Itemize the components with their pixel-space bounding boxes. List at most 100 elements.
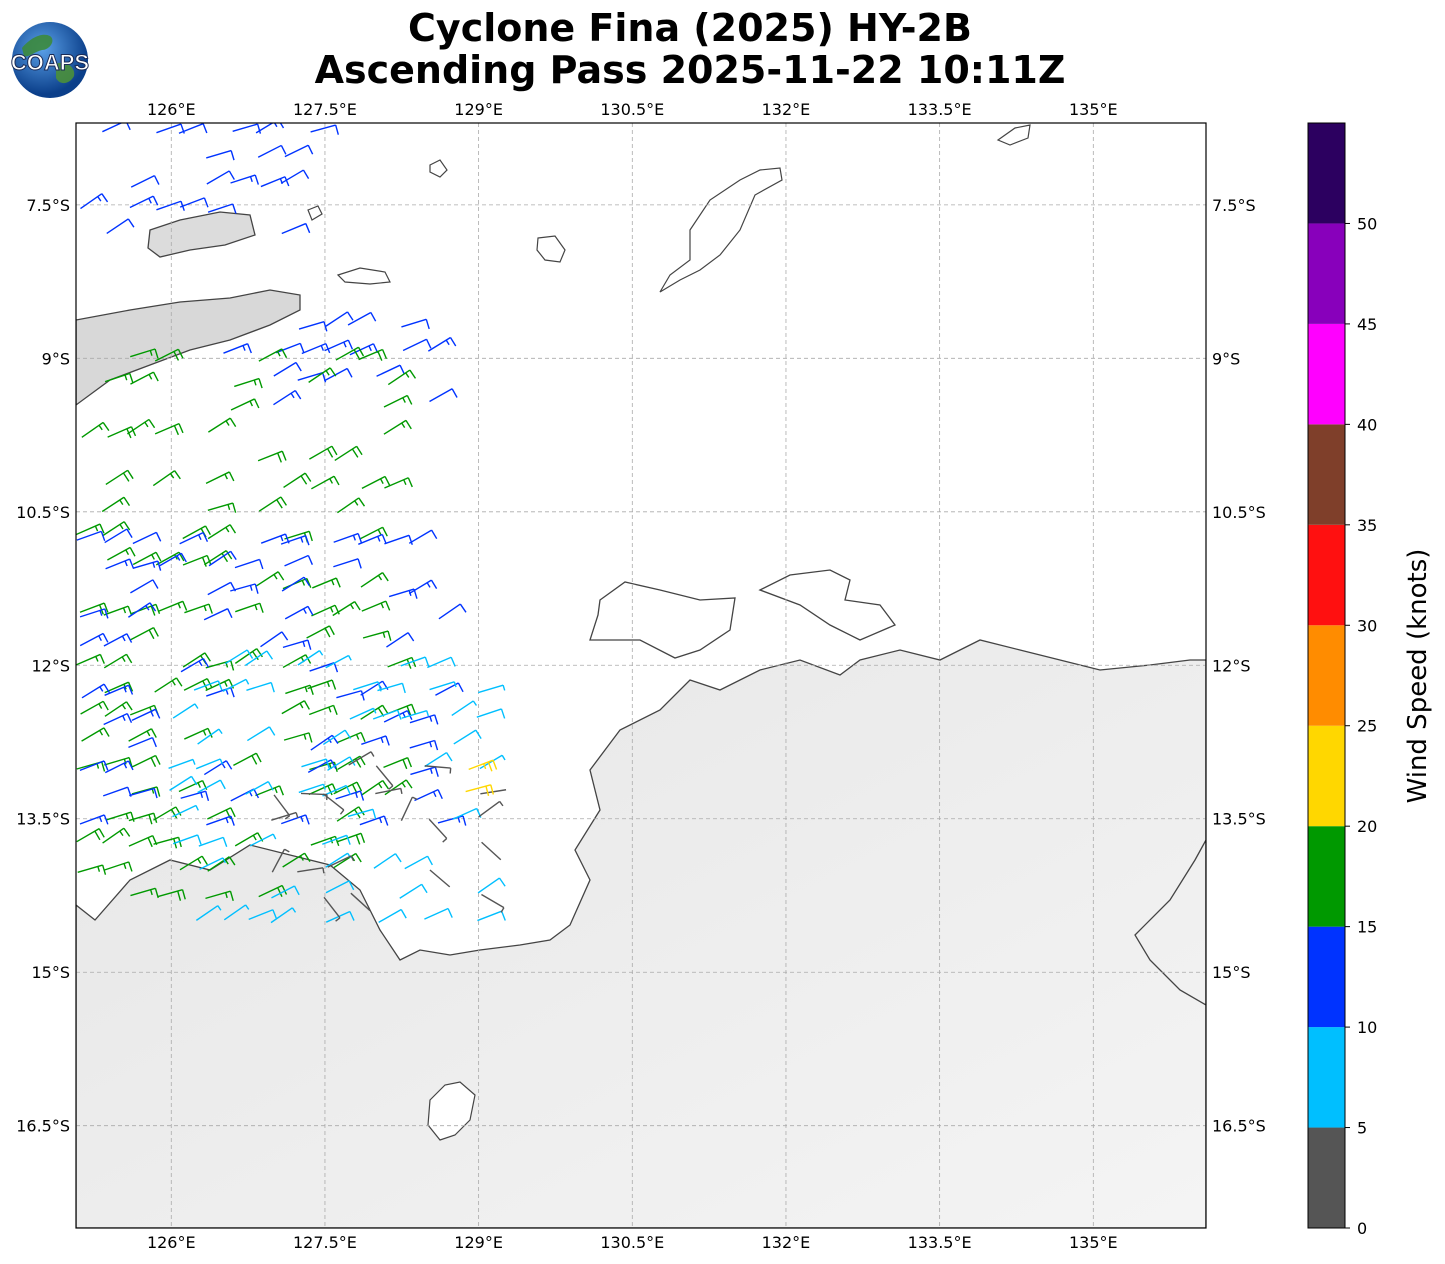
kei-island	[996, 124, 1031, 146]
wind-barb	[325, 880, 355, 894]
wind-barb	[359, 526, 388, 540]
colorbar-tick-label: 50	[1357, 214, 1377, 233]
wind-barb	[245, 780, 274, 795]
wind-barb	[383, 757, 413, 770]
wind-barb	[387, 656, 417, 669]
lon-ticks-bottom: 126°E 127.5°E 129°E 130.5°E 132°E 133.5°E 135°…	[147, 1233, 1118, 1252]
wind-barb	[361, 475, 391, 490]
wind-barbs-layer	[76, 123, 507, 924]
wind-barb	[204, 550, 233, 566]
wind-barb	[308, 704, 338, 716]
australia-landmass	[76, 639, 1206, 1228]
wind-barb	[399, 883, 428, 899]
wind-barb	[157, 889, 186, 901]
wind-barb	[102, 786, 132, 797]
lon-tick-label-bottom: 135°E	[1069, 1233, 1118, 1252]
wind-barb	[258, 348, 288, 362]
wind-barb	[388, 588, 418, 599]
lat-tick-label-left: 9°S	[42, 349, 70, 368]
wind-barb	[465, 784, 495, 796]
colorbar-frame	[1307, 122, 1346, 1229]
wind-barb	[81, 421, 110, 438]
wind-barb	[130, 626, 159, 641]
wind-barb	[358, 533, 387, 545]
wind-barb	[256, 571, 285, 587]
wind-barb	[301, 342, 331, 355]
wind-barb	[158, 552, 187, 567]
wind-barb	[230, 788, 260, 802]
wind-barb	[103, 861, 133, 872]
wind-barb	[193, 680, 223, 691]
wind-barb	[180, 657, 210, 673]
wind-barb	[184, 603, 213, 614]
wind-barb	[127, 602, 157, 618]
wind-barb	[375, 787, 403, 795]
wind-barb	[386, 632, 415, 648]
lon-tick-label-bottom: 127.5°E	[293, 1233, 357, 1252]
wind-barb	[283, 472, 312, 489]
wind-barb	[476, 708, 506, 719]
wind-barb	[81, 727, 110, 742]
wind-barb	[350, 892, 371, 912]
wind-barb	[172, 804, 199, 818]
land-layer	[76, 124, 1206, 1228]
wind-barb	[324, 339, 354, 352]
wind-barb	[284, 144, 314, 158]
wind-barb	[206, 170, 235, 185]
colorbar-tick-label: 15	[1357, 918, 1377, 937]
lon-tick-label-top: 135°E	[1069, 100, 1118, 119]
wind-barb	[195, 758, 224, 770]
wind-barb	[80, 193, 109, 210]
wind-barb	[244, 650, 274, 667]
wind-barb	[378, 908, 407, 923]
wind-barb	[152, 470, 181, 487]
wind-barb	[132, 531, 162, 545]
wind-barb	[179, 532, 209, 545]
colorbar-segment	[1308, 1027, 1345, 1128]
wind-barb	[234, 648, 263, 664]
wetar-island	[147, 211, 256, 258]
wind-barb	[336, 832, 366, 845]
wind-barb	[260, 631, 289, 648]
wind-barb	[128, 736, 157, 749]
colorbar-label: Wind Speed (knots)	[1403, 549, 1433, 804]
chart-title-line1: Cyclone Fina (2025) HY-2B	[408, 6, 972, 50]
wind-barb	[285, 684, 314, 695]
babar-island	[536, 235, 566, 263]
wind-barb	[230, 174, 260, 185]
wind-barb	[257, 144, 287, 158]
wind-barb	[104, 372, 134, 384]
wind-barb	[409, 739, 439, 751]
colorbar-tick-label: 0	[1357, 1219, 1367, 1238]
wind-barb	[273, 361, 302, 377]
wind-barb	[281, 222, 311, 235]
wind-barb	[384, 477, 413, 489]
wind-barb	[283, 732, 313, 743]
colorbar-tick-label: 30	[1357, 616, 1377, 635]
wind-barb	[468, 759, 498, 772]
wind-barb	[105, 558, 135, 570]
wind-barb	[429, 681, 457, 691]
wind-barb	[361, 600, 391, 612]
coaps-logo: COAPS	[10, 22, 90, 98]
wind-barb	[207, 856, 236, 872]
wind-barb	[297, 650, 324, 666]
gridlines	[76, 123, 1206, 1228]
wind-barb	[404, 855, 433, 870]
wind-barb	[101, 496, 131, 513]
wind-barb	[453, 729, 482, 745]
lon-tick-label-top: 127.5°E	[293, 100, 357, 119]
wind-barb	[106, 811, 135, 822]
lat-ticks-left: 7.5°S 9°S 10.5°S 12°S 13.5°S 15°S 16.5°S	[16, 196, 70, 1136]
wind-barb	[332, 601, 361, 617]
wind-barb	[273, 389, 302, 406]
colorbar-tick-label: 45	[1357, 315, 1377, 334]
wind-barb	[322, 834, 351, 845]
wind-barb	[359, 815, 389, 826]
lon-tick-label-bottom: 126°E	[147, 1233, 196, 1252]
lon-tick-label-top: 133.5°E	[908, 100, 972, 119]
wind-barb	[128, 728, 157, 742]
wind-barb	[76, 653, 105, 666]
wind-barb	[297, 867, 325, 874]
wind-barb	[130, 348, 159, 359]
